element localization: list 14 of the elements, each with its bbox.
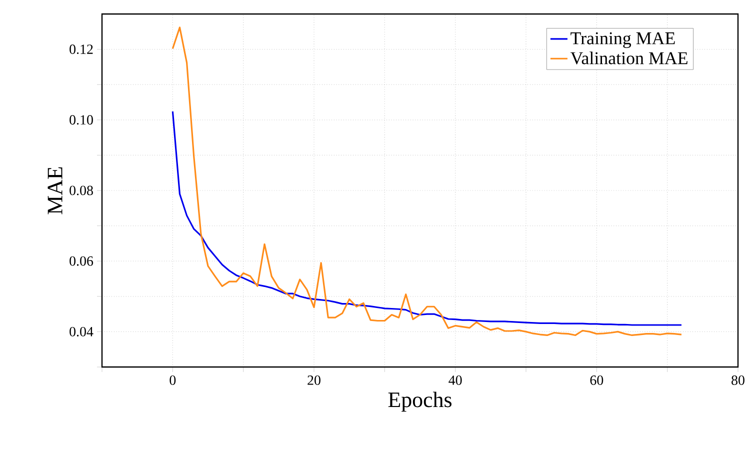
- y-tick-label: 0.06: [70, 256, 94, 266]
- y-axis-title: MAE: [48, 167, 62, 214]
- x-tick-label: 60: [590, 376, 604, 385]
- x-tick-label: 80: [732, 376, 744, 385]
- x-tick-label: 20: [308, 376, 320, 385]
- x-tick-label: 0: [170, 376, 176, 385]
- legend-label: Training MAE: [570, 32, 675, 48]
- x-tick-label: 40: [448, 376, 462, 385]
- y-tick-label: 0.12: [70, 44, 93, 54]
- legend-label: Valination MAE: [570, 52, 688, 64]
- y-tick-label: 0.10: [70, 115, 93, 125]
- y-tick-label: 0.08: [70, 186, 93, 196]
- x-axis-title: Epochs: [388, 392, 452, 412]
- y-tick-label: 0.04: [70, 326, 94, 336]
